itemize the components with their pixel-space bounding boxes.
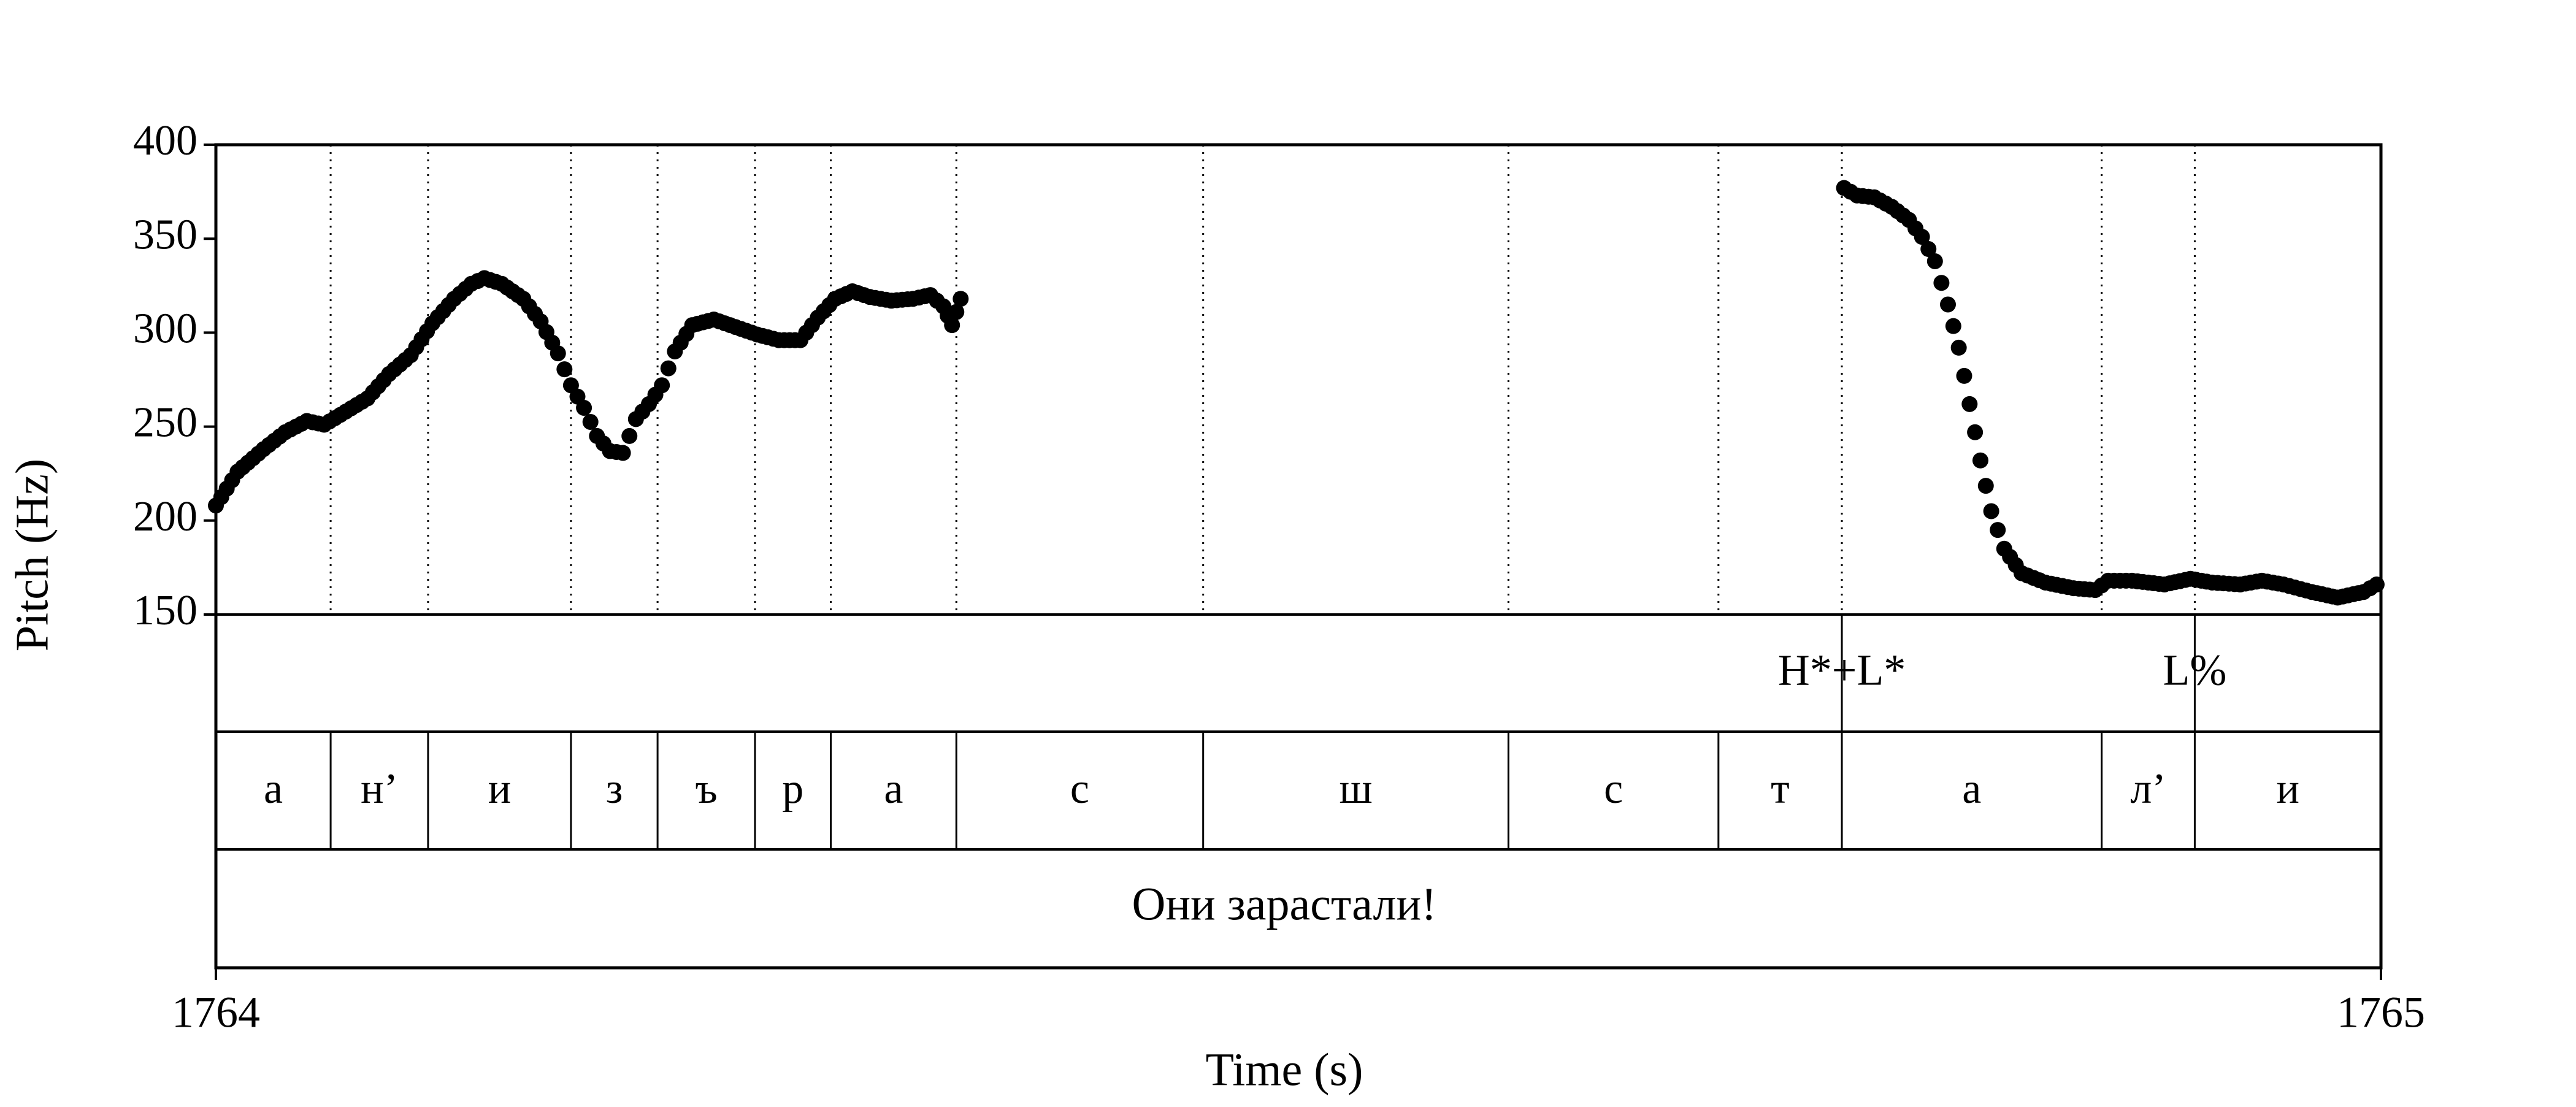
segment-label-4: ъ	[695, 765, 717, 813]
pitch-point-151	[1945, 318, 1961, 334]
segment-label-2: и	[488, 765, 511, 813]
segment-label-6: а	[884, 765, 903, 813]
x-tick-label-0: 1764	[172, 988, 260, 1037]
segment-label-11: а	[1962, 765, 1981, 813]
pitch-point-158	[1983, 503, 1999, 519]
pitch-point-63	[556, 361, 573, 378]
tone-label-0: H*+L*	[1778, 646, 1906, 695]
pitch-point-148	[1926, 253, 1943, 269]
segment-label-1: н’	[361, 765, 398, 813]
y-tick-label-5: 150	[133, 587, 197, 634]
segment-label-0: а	[264, 765, 283, 813]
pitch-point-152	[1950, 339, 1967, 356]
pitch-points	[208, 180, 2385, 606]
pitch-point-73	[621, 427, 638, 444]
pitch-point-156	[1972, 452, 1988, 469]
pitch-point-62	[550, 345, 566, 362]
segment-label-13: и	[2276, 765, 2299, 813]
tone-tier: H*+L* L%	[1778, 615, 2226, 732]
pitch-point-66	[576, 399, 592, 416]
pitch-point-130	[944, 317, 960, 334]
x-axis-label: Time (s)	[1206, 1044, 1363, 1095]
pitch-point-78	[654, 377, 670, 394]
segment-label-8: ш	[1340, 765, 1373, 813]
pitch-point-159	[1990, 522, 2006, 538]
pitch-point-79	[660, 360, 677, 377]
pitch-point-154	[1961, 396, 1978, 412]
segment-boundaries	[329, 145, 2196, 849]
segment-label-3: з	[606, 765, 623, 813]
y-tick-label-2: 300	[133, 305, 197, 352]
axis-ticks: 400 350 300 250 200 150 1764 1765	[133, 117, 2425, 1036]
pitch-point-146	[1914, 229, 1930, 245]
pitch-point-153	[1956, 367, 1972, 384]
pitch-point-72	[615, 445, 631, 461]
x-tick-label-1: 1765	[2337, 988, 2425, 1037]
pitch-point-155	[1967, 424, 1984, 440]
pitch-point-149	[1933, 275, 1950, 291]
pitch-point-150	[1940, 296, 1956, 313]
segment-label-12: л’	[2130, 765, 2166, 813]
y-tick-label-0: 400	[133, 117, 197, 164]
segment-label-7: с	[1070, 765, 1089, 813]
plot-frame	[214, 143, 2383, 970]
tone-label-1: L%	[2163, 646, 2226, 695]
y-axis-label: Pitch (Hz)	[6, 459, 58, 651]
segment-label-10: т	[1771, 765, 1790, 813]
segment-label-5: р	[782, 765, 803, 813]
y-tick-label-3: 250	[133, 399, 197, 446]
pitch-point-131	[948, 304, 965, 320]
segment-tier: а н’ и з ъ р а с ш с т а л’ и	[264, 765, 2299, 813]
pitch-point-132	[953, 291, 969, 307]
pitch-point-147	[1920, 241, 1937, 258]
y-tick-label-4: 200	[133, 493, 197, 540]
utterance-label: Они зарастали!	[1132, 878, 1437, 930]
pitch-point-67	[582, 413, 599, 430]
y-tick-label-1: 350	[133, 211, 197, 258]
tier-grid	[214, 143, 2383, 970]
pitch-point-227	[2368, 576, 2385, 592]
pitch-point-157	[1977, 478, 1994, 494]
segment-label-9: с	[1604, 765, 1623, 813]
